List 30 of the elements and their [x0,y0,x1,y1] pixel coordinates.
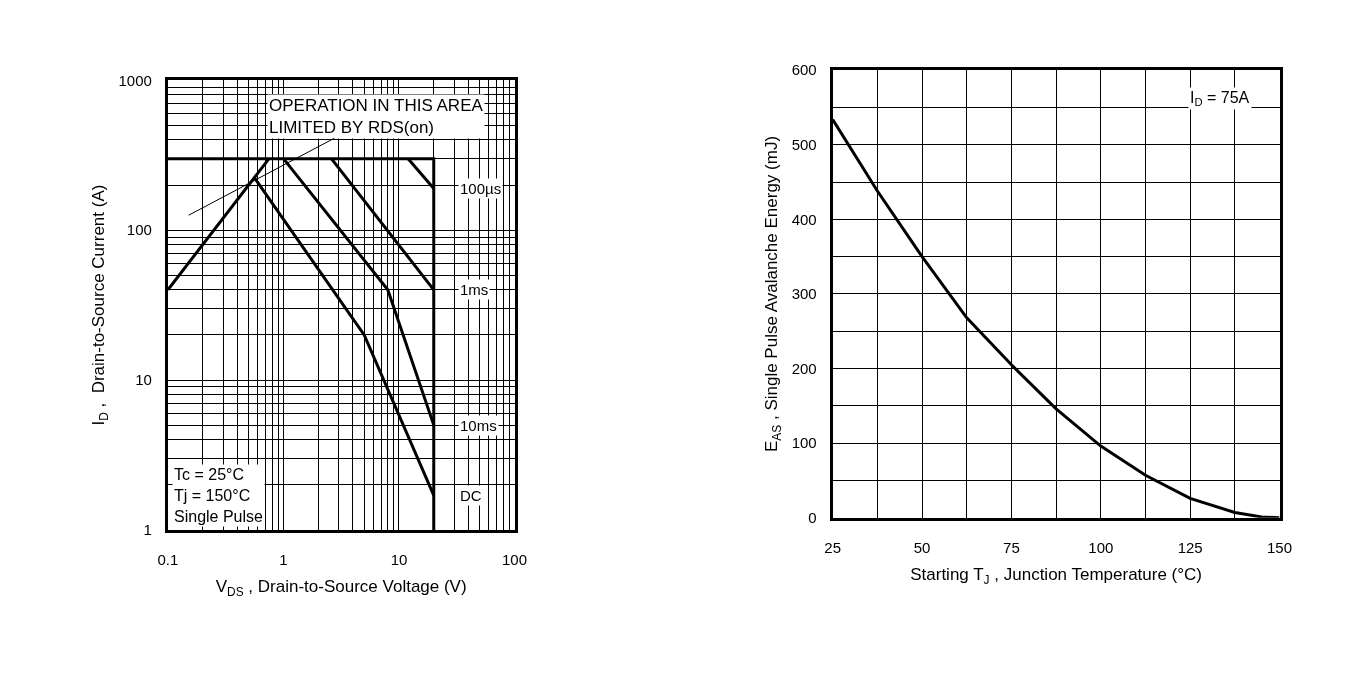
x-tick-label: 10 [390,550,408,568]
annotation: OPERATION IN THIS AREA LIMITED BY RDS(on) [269,96,484,138]
x-tick-label: 25 [824,538,842,556]
x-tick-label: 50 [913,538,931,556]
y-tick-label: 1000 [118,71,152,89]
series-label: DC [460,487,482,504]
x-tick-label: 0.1 [157,550,179,568]
annotation: I$_{D}$ = 75A [1190,89,1250,109]
x-axis-title: Starting T$_{J}$ , Junction Temperature (°C) [910,565,1203,587]
y-tick-label: 10 [135,371,152,389]
y-tick-label: 1 [143,521,152,539]
x-tick-label: 150 [1267,538,1293,556]
y-tick-label: 100 [791,434,817,452]
series-label: 10ms [460,417,497,434]
y-tick-label: 100 [126,221,152,239]
y-tick-label: 200 [791,359,817,377]
x-tick-label: 100 [1088,538,1114,556]
y-tick-label: 600 [791,61,817,79]
y-tick-label: 300 [791,285,817,303]
x-tick-label: 1 [279,550,288,568]
x-tick-label: 75 [1003,538,1020,556]
y-tick-label: 0 [808,508,817,526]
x-tick-label: 100 [502,550,528,568]
y-tick-label: 400 [791,210,817,228]
series-label: 100µs [460,180,502,197]
x-tick-label: 125 [1177,538,1203,556]
x-axis-title: V$_{DS}$ , Drain-to-Source Voltage (V) [215,577,467,599]
annotation: Tc = 25°C Tj = 150°C Single Pulse [174,466,264,525]
series-label: 1ms [460,281,489,298]
y-tick-label: 500 [791,136,817,154]
